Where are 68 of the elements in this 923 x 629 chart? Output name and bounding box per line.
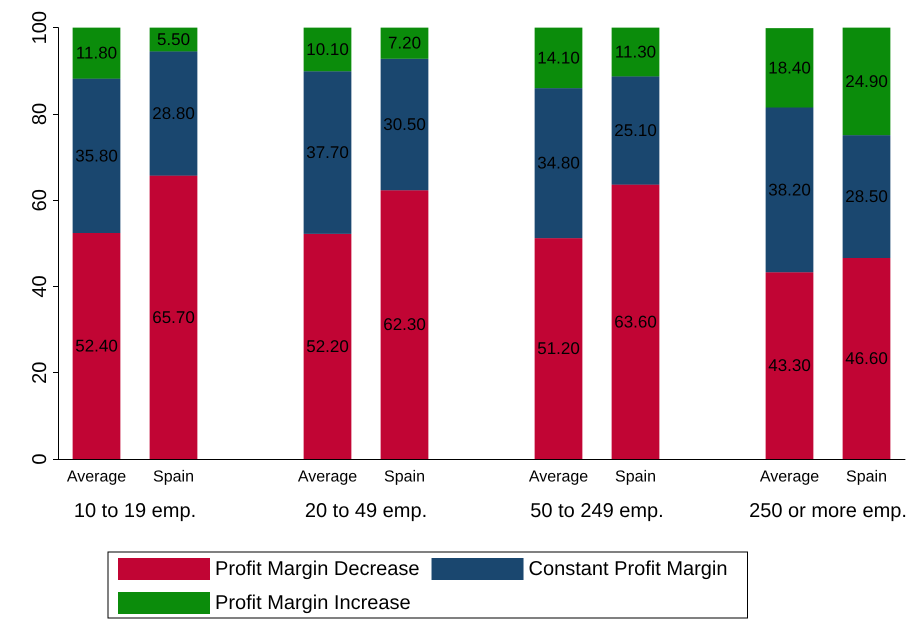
bar — [766, 272, 814, 459]
bar — [534, 238, 582, 459]
data-label: 24.90 — [845, 72, 888, 91]
data-label: 38.20 — [768, 180, 811, 200]
bar — [72, 28, 120, 79]
data-label: 5.50 — [156, 30, 190, 50]
bar — [612, 76, 660, 185]
bar — [534, 28, 582, 88]
y-tick-label: 0 — [29, 453, 51, 465]
data-label: 30.50 — [383, 115, 426, 134]
bar — [612, 184, 660, 459]
legend-label: Profit Margin Decrease — [215, 558, 420, 580]
data-label: 62.30 — [383, 315, 426, 334]
bar — [534, 88, 582, 238]
data-label: 65.70 — [152, 308, 195, 327]
x-tick-label: Spain — [384, 468, 425, 486]
bar — [766, 28, 814, 108]
bar — [150, 176, 198, 459]
bar — [72, 78, 120, 233]
data-label: 52.40 — [75, 336, 118, 356]
text: 20 to 49 emp. — [304, 500, 428, 522]
data-label: 35.80 — [75, 146, 118, 166]
y-tick-label: 40 — [29, 275, 51, 298]
x-tick-label: Average — [760, 468, 820, 486]
data-label: 25.10 — [614, 121, 657, 140]
text: 250 or more emp. — [749, 500, 907, 522]
y-tick-label: 80 — [29, 102, 51, 126]
text: 10 to 19 emp. — [74, 500, 196, 522]
bar — [766, 107, 814, 272]
bar — [842, 258, 890, 459]
bar — [304, 71, 352, 234]
y-tick-label: 60 — [29, 189, 51, 212]
data-label: 28.80 — [152, 104, 195, 124]
data-label: 14.10 — [537, 48, 580, 68]
bar — [842, 28, 890, 136]
x-tick-label: Average — [528, 468, 588, 486]
data-label: 7.20 — [388, 34, 422, 53]
data-label: 28.50 — [845, 187, 888, 206]
legend-label: Constant Profit Margin — [528, 558, 728, 580]
y-tick-label: 20 — [29, 362, 51, 384]
bar — [380, 190, 428, 459]
bar — [612, 28, 660, 76]
data-label: 11.30 — [614, 42, 656, 62]
bar — [150, 51, 198, 176]
data-label: 37.70 — [306, 143, 349, 162]
bar — [304, 28, 352, 72]
bar — [304, 234, 352, 459]
data-label: 18.40 — [768, 58, 811, 78]
data-label: 34.80 — [537, 154, 580, 173]
bar — [380, 58, 428, 190]
data-label: 10.10 — [306, 40, 349, 59]
data-label: 43.30 — [768, 356, 811, 376]
x-tick-label: Spain — [153, 468, 194, 486]
x-tick-label: Spain — [846, 468, 887, 486]
x-tick-label: Spain — [615, 468, 656, 486]
bar — [380, 28, 428, 59]
x-tick-label: Average — [298, 468, 358, 486]
data-label: 51.20 — [537, 339, 580, 358]
y-tick-label: 100 — [29, 10, 51, 44]
x-tick-label: Average — [66, 468, 126, 486]
data-label: 52.20 — [306, 336, 349, 356]
bar — [842, 135, 890, 258]
data-label: 11.80 — [76, 44, 118, 63]
text: 50 to 249 emp. — [530, 500, 664, 522]
bar — [72, 232, 120, 459]
legend-label: Profit Margin Increase — [215, 592, 411, 614]
data-label: 63.60 — [614, 312, 657, 332]
data-label: 46.60 — [845, 349, 888, 368]
